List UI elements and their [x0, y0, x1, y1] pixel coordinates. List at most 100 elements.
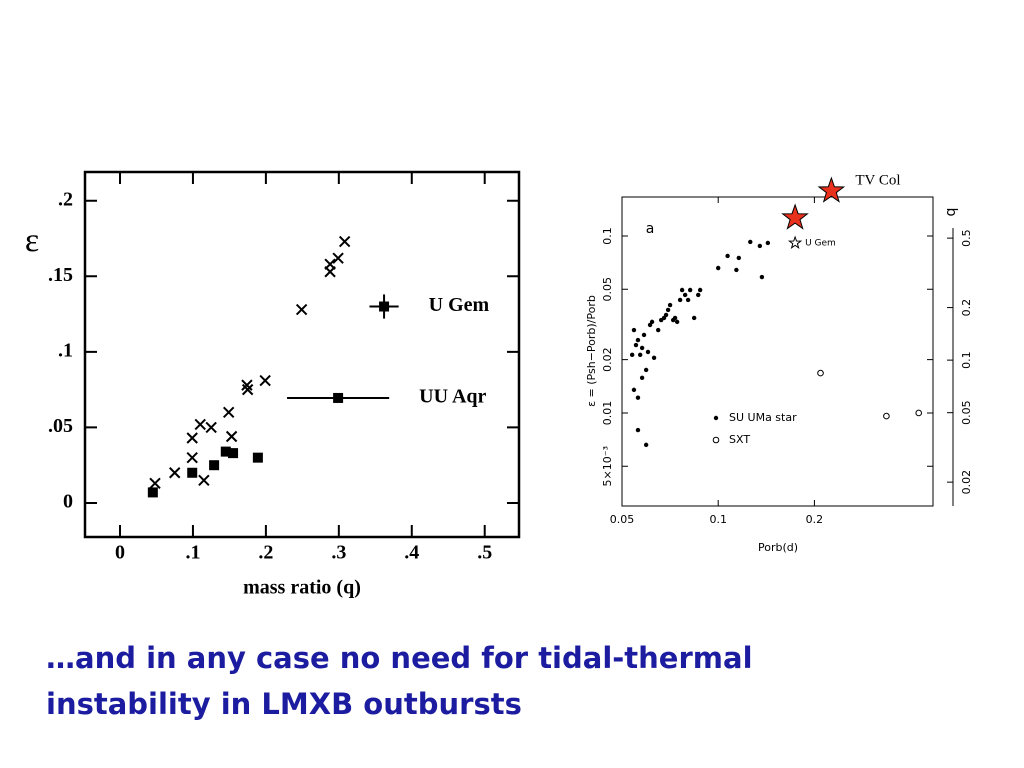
- dot-point: [765, 240, 771, 246]
- dot-point: [641, 332, 647, 338]
- dot-point: [629, 352, 635, 358]
- dot-point: [691, 315, 697, 321]
- x-tick-label: 0.05: [610, 513, 635, 526]
- dot-point: [672, 315, 678, 321]
- dot-point: [649, 319, 655, 325]
- cross-point: [149, 477, 161, 490]
- cross-point: [332, 252, 344, 264]
- cross-point: [295, 303, 308, 316]
- y-tick-label: 5×10⁻³: [601, 446, 614, 486]
- y2-tick-label: 0.1: [960, 351, 973, 369]
- legend-label: SU UMa star: [729, 411, 797, 424]
- open-star: [787, 235, 803, 250]
- y-tick-label: 0.02: [601, 347, 614, 372]
- square-point: [333, 392, 344, 403]
- dot-point: [687, 287, 693, 293]
- circle-point: [817, 369, 824, 377]
- dot-point: [725, 253, 730, 259]
- dot-point: [645, 349, 651, 355]
- dot-point: [734, 267, 739, 273]
- plot-frame: [83, 170, 521, 539]
- dot-point: [757, 243, 763, 249]
- y-tick-label: 0: [63, 491, 73, 513]
- y-tick-label: 0.01: [601, 401, 614, 426]
- caption-line: instability in LMXB outbursts: [46, 687, 522, 721]
- left-chart: 0 .1 .2 .3 .4 .5 0 .05 .1 .15 .2 ε mass ratio (q) U G…: [25, 170, 521, 599]
- cross-point: [222, 406, 235, 419]
- y-axis-label: ε: [25, 222, 39, 259]
- dot-point: [748, 239, 753, 245]
- plot-frame: [621, 196, 934, 507]
- circle-point: [915, 409, 923, 417]
- y-tick-label: 0.05: [601, 277, 614, 302]
- point-label: U Gem: [429, 294, 490, 316]
- dot-point: [759, 274, 765, 280]
- dot-point: [635, 395, 641, 400]
- cross-point: [194, 418, 206, 431]
- square-point: [147, 487, 158, 498]
- dot-point: [736, 255, 742, 261]
- cross-point: [259, 374, 271, 387]
- cross-point: [205, 421, 217, 434]
- dot-point: [685, 297, 691, 303]
- x-tick-label: 0: [115, 542, 125, 564]
- dot-point: [682, 292, 688, 298]
- x-tick-label: .3: [331, 542, 346, 564]
- y2-tick-label: 0.05: [960, 400, 973, 425]
- highlight-star: [781, 203, 809, 230]
- x-axis-label: Porb(d): [758, 541, 798, 554]
- y-tick-label: .05: [48, 415, 73, 437]
- y2-tick-label: 0.02: [960, 470, 973, 495]
- y2-axis-label: q: [943, 208, 959, 217]
- y-tick-label: .15: [48, 264, 73, 286]
- y-tick-label: .1: [58, 339, 73, 361]
- x-tick-label: 0.1: [709, 513, 727, 526]
- dot-point: [633, 342, 639, 348]
- y2-tick-label: 0.2: [960, 299, 973, 317]
- highlight-star: [817, 176, 846, 203]
- cross-point: [324, 266, 336, 278]
- dot-point: [637, 352, 643, 358]
- dot-point: [643, 367, 649, 373]
- x-tick-label: .4: [404, 542, 419, 564]
- dot-point: [631, 387, 637, 393]
- cross-point: [169, 467, 181, 479]
- y-tick-label: 0.1: [601, 227, 614, 245]
- x-tick-label: .1: [185, 542, 200, 564]
- highlight-label: TV Col: [855, 172, 900, 188]
- legend-label: SXT: [729, 433, 750, 446]
- dot-point: [697, 287, 703, 293]
- dot-point: [656, 327, 661, 333]
- y-tick-label: .2: [58, 188, 73, 210]
- dot-point: [679, 287, 685, 293]
- caption-line: …and in any case no need for tidal-therm…: [46, 641, 753, 675]
- annotation-label: U Gem: [805, 238, 836, 248]
- x-tick-label: .2: [258, 542, 273, 564]
- dot-point: [665, 307, 671, 313]
- cross-point: [338, 235, 351, 248]
- x-axis-label: mass ratio (q): [243, 577, 361, 599]
- legend-marker: [713, 415, 719, 421]
- square-point: [228, 448, 239, 459]
- cross-point: [241, 383, 254, 396]
- dot-point: [635, 337, 641, 343]
- dot-point: [651, 355, 657, 360]
- dot-point: [631, 327, 637, 333]
- right-chart: 0.05 0.1 0.2 5×10⁻³ 0.01 0.02 0.05 0.1 ε = (Psh−…: [585, 172, 973, 554]
- dot-point: [643, 442, 649, 448]
- square-point: [209, 460, 220, 471]
- dot-point: [674, 319, 680, 325]
- square-point: [187, 467, 198, 478]
- cross-point: [186, 432, 198, 444]
- dot-point: [677, 297, 683, 303]
- x-tick-label: 0.2: [806, 513, 824, 526]
- cross-point: [198, 474, 210, 487]
- dot-point: [639, 375, 645, 380]
- cross-point: [186, 451, 198, 464]
- y2-tick-label: 0.5: [960, 229, 973, 247]
- dot-point: [639, 345, 645, 351]
- square-point: [379, 301, 390, 312]
- square-point: [252, 452, 263, 463]
- dot-point: [663, 312, 669, 318]
